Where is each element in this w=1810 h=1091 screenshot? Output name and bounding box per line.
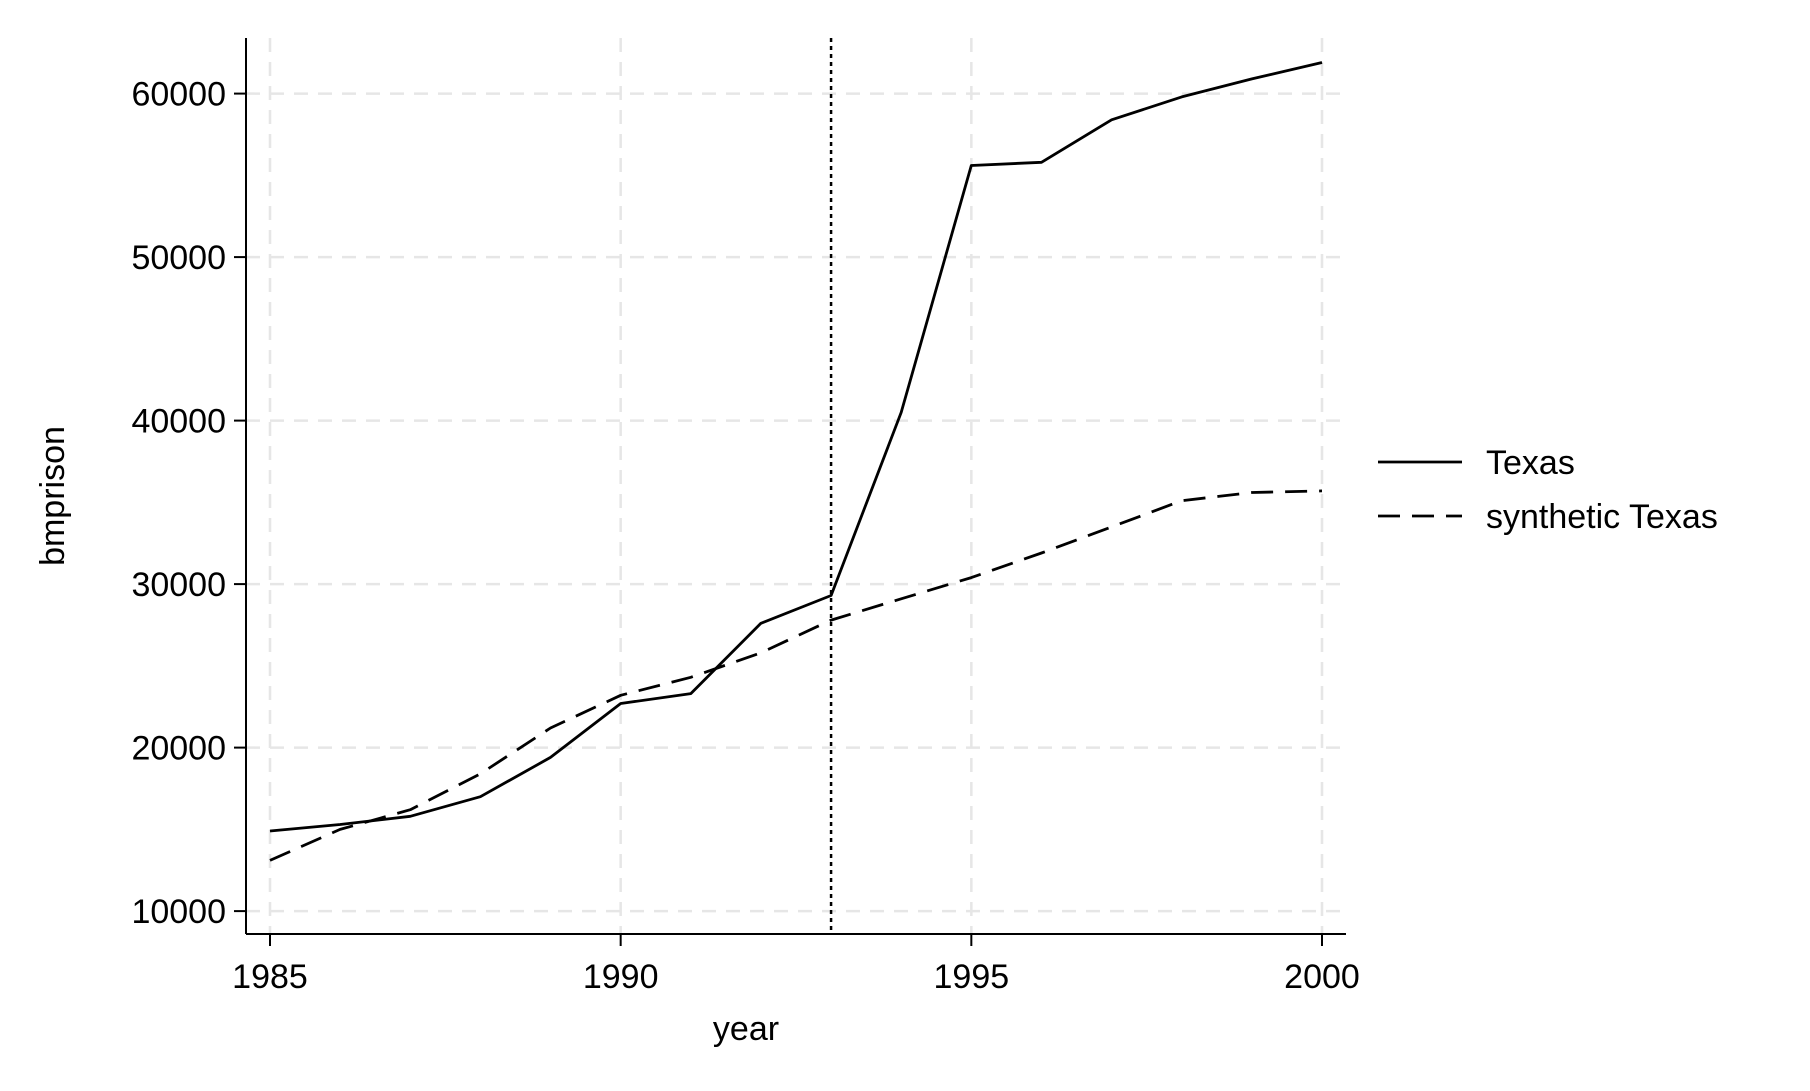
x-tick-label: 1990	[583, 958, 659, 996]
x-tick-label: 1995	[934, 958, 1010, 996]
x-axis-title: year	[713, 1010, 779, 1048]
y-tick-label: 30000	[131, 566, 226, 604]
series-line-texas	[269, 61, 1323, 833]
legend: Texas synthetic Texas	[1378, 444, 1718, 536]
series-lines	[269, 61, 1323, 862]
y-tick-label: 10000	[131, 893, 226, 931]
axes	[234, 38, 1346, 946]
y-tick-label: 20000	[131, 730, 226, 768]
legend-label-synthetic-texas: synthetic Texas	[1486, 498, 1718, 536]
y-axis-title: bmprison	[34, 426, 72, 566]
y-tick-label: 50000	[131, 239, 226, 277]
y-tick-label: 60000	[131, 76, 226, 114]
x-tick-label: 1985	[232, 958, 308, 996]
grid-lines	[246, 38, 1346, 934]
y-tick-label: 40000	[131, 403, 226, 441]
series-line-synthetic-texas	[269, 489, 1323, 862]
x-tick-label: 2000	[1284, 958, 1360, 996]
legend-label-texas: Texas	[1486, 444, 1575, 482]
tick-labels: 10000 20000 30000 40000 50000 60000 1985 1990 19…	[131, 76, 1359, 996]
